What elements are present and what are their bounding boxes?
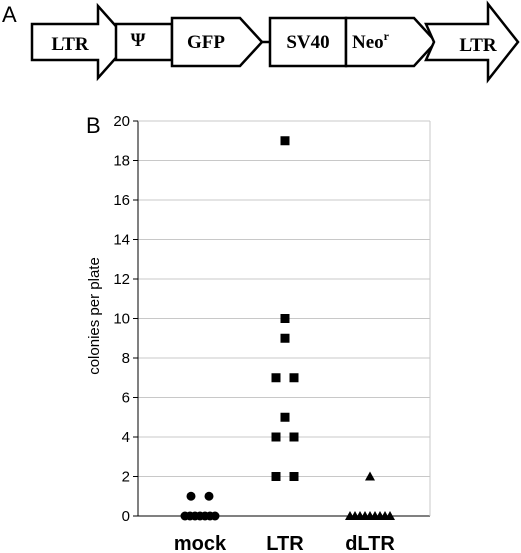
- y-tick-label: 6: [122, 390, 130, 407]
- square-point: [271, 373, 281, 383]
- category-label-mock: mock: [174, 533, 227, 553]
- y-tick-label: 2: [122, 469, 130, 486]
- square-point: [280, 136, 290, 146]
- square-point: [280, 412, 290, 422]
- vector-diagram: [30, 0, 520, 84]
- ltr-right-arrow-shape: [424, 0, 520, 84]
- y-tick-label: 20: [113, 113, 130, 130]
- y-tick-label: 16: [113, 192, 130, 209]
- panel-b-letter: B: [86, 113, 101, 138]
- square-point: [271, 472, 281, 481]
- neo-label-main: Neo: [352, 32, 384, 53]
- sv40-label: SV40: [286, 32, 329, 53]
- y-tick-label: 0: [122, 508, 130, 525]
- neo-label: Neor: [352, 29, 390, 53]
- circle-point: [186, 491, 196, 501]
- y-tick-label: 10: [113, 311, 130, 328]
- triangle-point: [365, 471, 375, 481]
- square-point: [289, 472, 299, 481]
- category-label-ltr: LTR: [266, 533, 304, 553]
- gfp-arrow-shape: [170, 16, 264, 68]
- category-labels: mock LTR dLTR: [174, 533, 395, 553]
- ltr-right-label: LTR: [459, 35, 497, 56]
- panel-a-letter: A: [2, 2, 17, 27]
- psi-label: Ψ: [131, 30, 146, 51]
- y-tick-label: 12: [113, 271, 130, 288]
- circle-point: [204, 491, 214, 501]
- circle-point: [210, 511, 220, 521]
- y-tick-label: 14: [113, 232, 130, 249]
- category-label-dltr: dLTR: [345, 533, 395, 553]
- neo-arrow-shape: [344, 16, 438, 68]
- gfp-label: GFP: [187, 32, 225, 53]
- square-point: [280, 314, 290, 323]
- y-axis-title: colonies per plate: [86, 257, 103, 375]
- gridlines: [138, 120, 430, 477]
- y-tick-labels: 0 2 4 6 8 10 12 14 16 18 20: [113, 113, 130, 525]
- y-tick-label: 18: [113, 153, 130, 170]
- ltr-left-arrow-shape: [30, 2, 132, 82]
- square-point: [289, 373, 299, 383]
- neo-label-superscript: r: [384, 29, 390, 43]
- colonies-chart: 0 2 4 6 8 10 12 14 16 18 20 mock LTR dLTR colonies p…: [86, 113, 431, 553]
- triangle-point: [385, 511, 395, 520]
- y-tick-label: 4: [122, 429, 130, 446]
- data-points: [180, 136, 395, 521]
- y-tick-label: 8: [122, 350, 130, 367]
- square-point: [289, 432, 299, 442]
- square-point: [271, 432, 281, 442]
- square-point: [280, 333, 290, 343]
- ltr-left-label: LTR: [51, 34, 89, 55]
